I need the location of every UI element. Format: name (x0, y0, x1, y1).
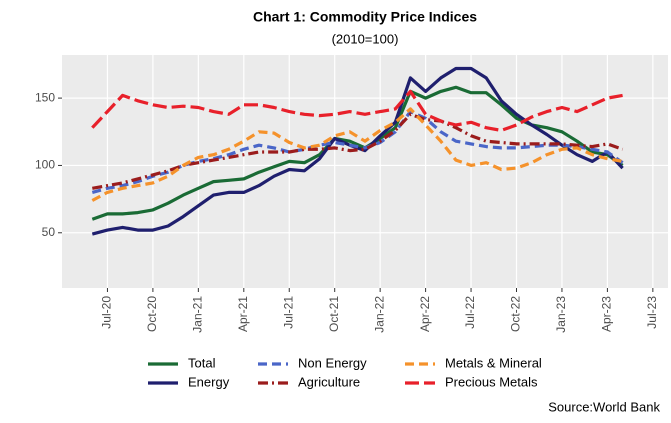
legend-label: Energy (188, 374, 230, 389)
x-tick-label: Apr-21 (236, 296, 250, 332)
chart-title: Chart 1: Commodity Price Indices (253, 9, 477, 25)
legend-label: Precious Metals (445, 374, 538, 389)
x-tick-label: Jul-23 (645, 296, 659, 329)
x-tick-label: Jan-23 (554, 296, 568, 333)
chart-subtitle: (2010=100) (332, 31, 399, 46)
legend-label: Non Energy (298, 355, 367, 370)
x-tick-label: Jul-20 (100, 296, 114, 329)
x-tick-label: Apr-23 (600, 296, 614, 332)
legend-label: Agriculture (298, 374, 360, 389)
series-line (91, 107, 623, 202)
y-tick-label: 100 (35, 158, 55, 172)
x-tick-label: Jan-21 (191, 296, 205, 333)
legend-label: Total (188, 355, 216, 370)
x-tick-label: Apr-22 (418, 296, 432, 332)
x-tick-label: Oct-22 (509, 296, 523, 332)
y-tick-label: 50 (42, 225, 56, 239)
series-line (92, 112, 624, 190)
x-tick-label: Oct-21 (327, 296, 341, 332)
x-tick-label: Jul-22 (463, 296, 477, 329)
y-tick-label: 150 (35, 90, 55, 104)
plot-panel (62, 55, 668, 288)
series-line (91, 110, 624, 194)
x-tick-label: Jul-21 (281, 296, 295, 329)
series-line (91, 89, 623, 132)
x-tick-label: Jan-22 (372, 296, 386, 333)
x-tick-label: Oct-20 (145, 296, 159, 332)
legend-label: Metals & Mineral (445, 355, 542, 370)
source: Source:World Bank (548, 399, 660, 414)
